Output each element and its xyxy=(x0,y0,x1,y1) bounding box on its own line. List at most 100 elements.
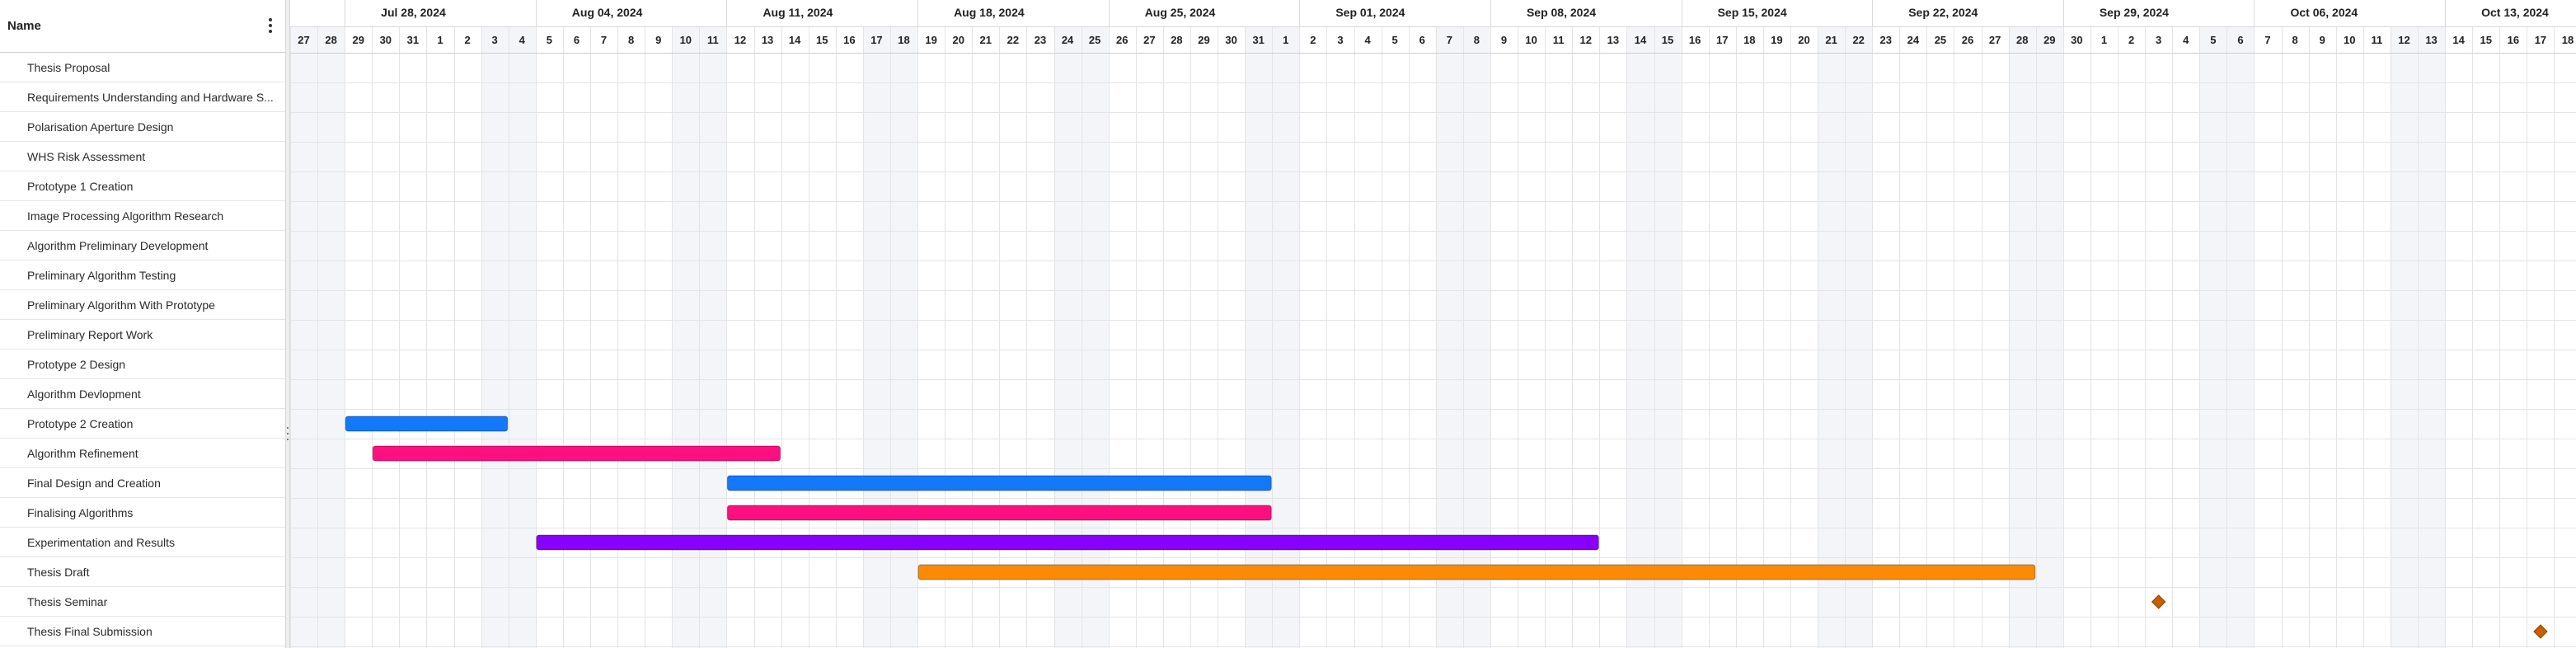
day-label: 1 xyxy=(1283,34,1288,46)
day-label: 25 xyxy=(1089,34,1100,46)
task-row[interactable]: Thesis Final Submission xyxy=(0,617,285,646)
week-label: Sep 22, 2024 xyxy=(1908,6,1978,19)
day-label: 10 xyxy=(680,34,692,46)
task-row[interactable]: Thesis Proposal xyxy=(0,53,285,82)
day-label: 4 xyxy=(1364,34,1371,46)
day-label: 19 xyxy=(925,34,936,46)
day-label: 16 xyxy=(2508,34,2519,46)
task-row[interactable]: Algorithm Devlopment xyxy=(0,379,285,409)
day-label: 16 xyxy=(1689,34,1701,46)
day-label: 9 xyxy=(1501,34,1507,46)
weekend-column xyxy=(1462,26,1490,648)
day-label: 17 xyxy=(2535,34,2546,46)
weekend-column xyxy=(889,26,918,648)
task-row[interactable]: Thesis Draft xyxy=(0,557,285,587)
day-label: 24 xyxy=(1907,34,1920,46)
day-label: 31 xyxy=(407,34,419,46)
splitter-grip-icon[interactable] xyxy=(287,427,289,440)
day-label: 14 xyxy=(1635,34,1647,46)
day-label: 22 xyxy=(1007,34,1019,46)
weekend-column xyxy=(2226,26,2255,648)
day-label: 31 xyxy=(1252,34,1264,46)
task-row[interactable]: Prototype 2 Design xyxy=(0,350,285,379)
day-label: 30 xyxy=(1225,34,1236,46)
task-bar xyxy=(372,445,781,462)
day-label: 12 xyxy=(734,34,746,46)
weekend-column xyxy=(1081,26,1109,648)
day-label: 9 xyxy=(655,34,661,46)
day-label: 28 xyxy=(325,34,336,46)
task-row[interactable]: Experimentation and Results xyxy=(0,528,285,557)
task-bar xyxy=(726,475,1272,491)
task-name: Thesis Final Submission xyxy=(27,625,152,638)
task-row[interactable]: WHS Risk Assessment xyxy=(0,142,285,171)
task-bar xyxy=(726,505,1272,521)
week-label: Sep 15, 2024 xyxy=(1718,6,1787,19)
task-name: Requirements Understanding and Hardware … xyxy=(27,91,274,104)
day-label: 27 xyxy=(1143,34,1155,46)
task-row[interactable]: Preliminary Algorithm With Prototype xyxy=(0,290,285,320)
day-label: 4 xyxy=(2183,34,2189,46)
day-label: 13 xyxy=(2425,34,2437,46)
day-label: 18 xyxy=(1743,34,1755,46)
name-column-header[interactable]: Name xyxy=(0,0,285,53)
weekend-column xyxy=(862,26,890,648)
task-row[interactable]: Algorithm Preliminary Development xyxy=(0,231,285,261)
task-bar xyxy=(917,564,2036,580)
task-name: Prototype 2 Design xyxy=(27,358,126,371)
task-row[interactable]: Preliminary Algorithm Testing xyxy=(0,261,285,290)
day-label: 1 xyxy=(2101,34,2107,46)
day-label: 3 xyxy=(492,34,498,46)
weekend-column xyxy=(1435,26,1463,648)
weekend-column xyxy=(2418,26,2446,648)
column-menu-icon[interactable] xyxy=(262,15,279,36)
day-label: 7 xyxy=(2264,34,2270,46)
panel-splitter[interactable] xyxy=(285,0,290,648)
week-label: Oct 06, 2024 xyxy=(2290,6,2358,19)
task-row[interactable]: Image Processing Algorithm Research xyxy=(0,201,285,231)
day-label: 8 xyxy=(2292,34,2297,46)
task-row[interactable]: Requirements Understanding and Hardware … xyxy=(0,82,285,112)
weekend-column xyxy=(1818,26,1846,648)
task-name: WHS Risk Assessment xyxy=(27,150,146,163)
task-row[interactable]: Polarisation Aperture Design xyxy=(0,112,285,142)
day-label: 7 xyxy=(1447,34,1452,46)
task-row[interactable]: Prototype 1 Creation xyxy=(0,171,285,201)
weekend-column xyxy=(508,26,536,648)
day-label: 16 xyxy=(843,34,855,46)
day-label: 20 xyxy=(952,34,964,46)
weekend-column xyxy=(317,26,345,648)
week-label: Aug 25, 2024 xyxy=(1145,6,1216,19)
day-label: 5 xyxy=(2210,34,2216,46)
day-label: 29 xyxy=(2043,34,2055,46)
weekend-column xyxy=(1053,26,1082,648)
day-label: 19 xyxy=(1771,34,1782,46)
day-label: 2 xyxy=(1310,34,1316,46)
day-label: 29 xyxy=(352,34,364,46)
day-label: 13 xyxy=(762,34,773,46)
gantt-chart: Jul 28, 2024 Aug 04, 2024 Aug 11, 2024 Aug … xyxy=(290,0,2576,648)
weekend-column xyxy=(672,26,700,648)
day-label: 8 xyxy=(628,34,634,46)
day-label: 21 xyxy=(980,34,992,46)
weekend-column xyxy=(1245,26,1273,648)
task-row[interactable]: Preliminary Report Work xyxy=(0,320,285,350)
task-row[interactable]: Prototype 2 Creation xyxy=(0,409,285,439)
weekend-column xyxy=(1845,26,1873,648)
weekend-column xyxy=(2199,26,2227,648)
day-label: 6 xyxy=(1419,34,1425,46)
task-row[interactable]: Finalising Algorithms xyxy=(0,498,285,528)
day-label: 4 xyxy=(519,34,526,46)
task-row[interactable]: Final Design and Creation xyxy=(0,468,285,498)
weekend-column xyxy=(699,26,727,648)
week-label: Sep 08, 2024 xyxy=(1527,6,1596,19)
task-row[interactable]: Thesis Seminar xyxy=(0,587,285,617)
day-label: 14 xyxy=(2452,34,2465,46)
task-row[interactable]: Algorithm Refinement xyxy=(0,439,285,468)
task-name: Algorithm Refinement xyxy=(27,447,138,460)
day-label: 26 xyxy=(1116,34,1128,46)
day-label: 30 xyxy=(380,34,392,46)
day-label: 7 xyxy=(601,34,607,46)
task-list-panel: Name Thesis Proposal Requirements Underst… xyxy=(0,0,286,648)
